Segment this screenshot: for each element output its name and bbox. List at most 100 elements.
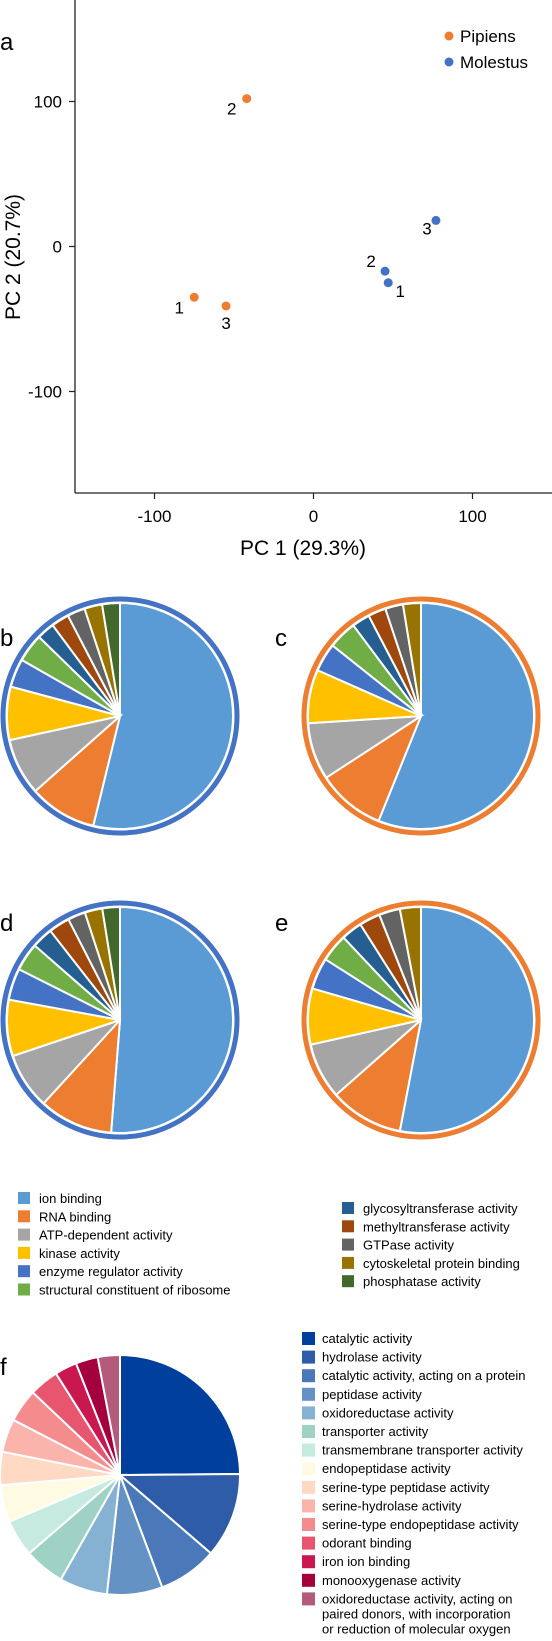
point-pipiens-2 bbox=[242, 94, 252, 104]
x-tick-label: 100 bbox=[458, 507, 486, 526]
pie-slice bbox=[110, 905, 234, 1134]
panel-label-c: c bbox=[275, 625, 287, 652]
pie-slice bbox=[101, 905, 121, 1021]
scatter-points: 1 2 3 1 2 3 bbox=[175, 94, 441, 333]
legend-swatch bbox=[302, 1443, 315, 1457]
legend-label: ion binding bbox=[39, 1191, 102, 1206]
legend-swatch bbox=[18, 1210, 30, 1223]
legend-label: kinase activity bbox=[39, 1246, 120, 1261]
point-molestus-1 bbox=[383, 278, 393, 288]
legend-label-continued: or reduction of molecular oxygen bbox=[322, 1621, 511, 1636]
legend-swatch bbox=[302, 1350, 315, 1364]
point-label: 2 bbox=[366, 252, 375, 271]
legend-swatch bbox=[302, 1480, 315, 1494]
legend-label-pipiens: Pipiens bbox=[460, 27, 516, 46]
point-molestus-2 bbox=[380, 266, 390, 276]
pie-slice bbox=[398, 905, 422, 1021]
y-tick-label: 100 bbox=[34, 93, 62, 112]
legend-label-continued: paired donors, with incorporation bbox=[322, 1606, 511, 1621]
point-pipiens-1 bbox=[189, 292, 199, 302]
pie-ring bbox=[301, 900, 541, 1140]
legend-label: GTPase activity bbox=[363, 1238, 455, 1253]
legend-label: serine-type peptidase activity bbox=[322, 1480, 490, 1495]
point-molestus-3 bbox=[431, 215, 441, 225]
legend-label: oxidoreductase activity, acting on bbox=[322, 1591, 513, 1606]
y-tick-label: 0 bbox=[53, 238, 62, 257]
legend-label: RNA binding bbox=[39, 1209, 111, 1224]
legend-label: hydrolase activity bbox=[322, 1350, 422, 1365]
legend-label: glycosyltransferase activity bbox=[363, 1201, 518, 1216]
legend-swatch bbox=[302, 1592, 315, 1606]
legend-label: monooxygenase activity bbox=[322, 1573, 461, 1588]
legend-marker-pipiens bbox=[444, 31, 454, 41]
legend-label: transmembrane transporter activity bbox=[322, 1443, 523, 1458]
legend-swatch bbox=[18, 1228, 30, 1241]
pie-chart-e bbox=[301, 900, 541, 1140]
panel-label-b: b bbox=[0, 625, 13, 652]
point-pipiens-3 bbox=[221, 301, 231, 311]
legend-swatch bbox=[302, 1573, 315, 1587]
legend-swatch bbox=[302, 1518, 315, 1531]
legend-swatch bbox=[302, 1369, 315, 1383]
point-label: 1 bbox=[175, 298, 184, 317]
legend-swatch bbox=[302, 1536, 315, 1550]
legend-label: oxidoreductase activity bbox=[322, 1405, 454, 1420]
legend-label: transporter activity bbox=[322, 1424, 429, 1439]
pie-slice bbox=[401, 601, 422, 717]
pie-slice bbox=[117, 1473, 241, 1555]
legend-swatch bbox=[302, 1425, 315, 1438]
legend-label: iron ion binding bbox=[322, 1554, 410, 1569]
pie-slice bbox=[100, 601, 121, 717]
legend: Pipiens Molestus bbox=[444, 27, 528, 72]
y-axis-label: PC 2 (20.7%) bbox=[2, 194, 25, 320]
pie-chart-b bbox=[0, 596, 240, 836]
legend-swatch bbox=[302, 1499, 315, 1513]
legend-label: odorant binding bbox=[322, 1536, 412, 1551]
axis-ticks: -100 0 100 100 0 -100 bbox=[28, 93, 487, 527]
legend-swatch bbox=[302, 1462, 315, 1476]
legend-swatch bbox=[342, 1256, 354, 1269]
legend-label: endopeptidase activity bbox=[322, 1461, 451, 1476]
pie-ring bbox=[301, 596, 541, 836]
pie-ring bbox=[0, 900, 240, 1140]
legend-marker-molestus bbox=[444, 57, 454, 67]
legend-label: enzyme regulator activity bbox=[39, 1264, 183, 1279]
panel-label-e: e bbox=[275, 910, 288, 937]
go-terms-legend: ion binding RNA binding ATP-dependent acti… bbox=[18, 1191, 520, 1298]
legend-label: catalytic activity, acting on a protein bbox=[322, 1368, 526, 1383]
x-tick-label: 0 bbox=[309, 507, 318, 526]
legend-swatch bbox=[302, 1555, 315, 1569]
f-legend: catalytic activity hydrolase activity cata… bbox=[302, 1331, 526, 1636]
point-label: 1 bbox=[395, 282, 404, 301]
pie-chart-c bbox=[301, 596, 541, 836]
legend-label: ATP-dependent activity bbox=[39, 1228, 173, 1243]
x-axis-label: PC 1 (29.3%) bbox=[240, 537, 366, 560]
point-label: 2 bbox=[227, 100, 236, 119]
y-tick-label: -100 bbox=[28, 383, 62, 402]
pie-slice bbox=[96, 1353, 121, 1476]
legend-swatch bbox=[342, 1238, 354, 1251]
legend-swatch bbox=[18, 1246, 30, 1259]
point-label: 3 bbox=[221, 314, 230, 333]
legend-swatch bbox=[302, 1387, 315, 1401]
legend-swatch bbox=[302, 1406, 315, 1420]
legend-swatch bbox=[342, 1202, 354, 1214]
legend-label-molestus: Molestus bbox=[460, 53, 528, 72]
legend-label: phosphatase activity bbox=[363, 1274, 481, 1289]
legend-swatch bbox=[18, 1265, 30, 1278]
legend-label: methyltransferase activity bbox=[363, 1219, 510, 1234]
legend-swatch bbox=[302, 1332, 315, 1345]
legend-swatch bbox=[342, 1220, 354, 1233]
legend-swatch bbox=[342, 1275, 354, 1288]
panel-label-f: f bbox=[0, 1354, 7, 1381]
panel-a: a -100 0 100 100 0 -100 PC 1 (29.3%) PC 2 (20… bbox=[0, 0, 552, 560]
legend-swatch bbox=[18, 1192, 30, 1204]
panel-label-d: d bbox=[0, 910, 13, 937]
pie-slice bbox=[119, 1353, 242, 1477]
pie-slice bbox=[377, 601, 535, 830]
pie-slice bbox=[42, 1017, 122, 1134]
pie-slice bbox=[398, 905, 535, 1134]
legend-label: structural constituent of ribosome bbox=[39, 1283, 230, 1298]
pie-slice bbox=[92, 601, 234, 830]
